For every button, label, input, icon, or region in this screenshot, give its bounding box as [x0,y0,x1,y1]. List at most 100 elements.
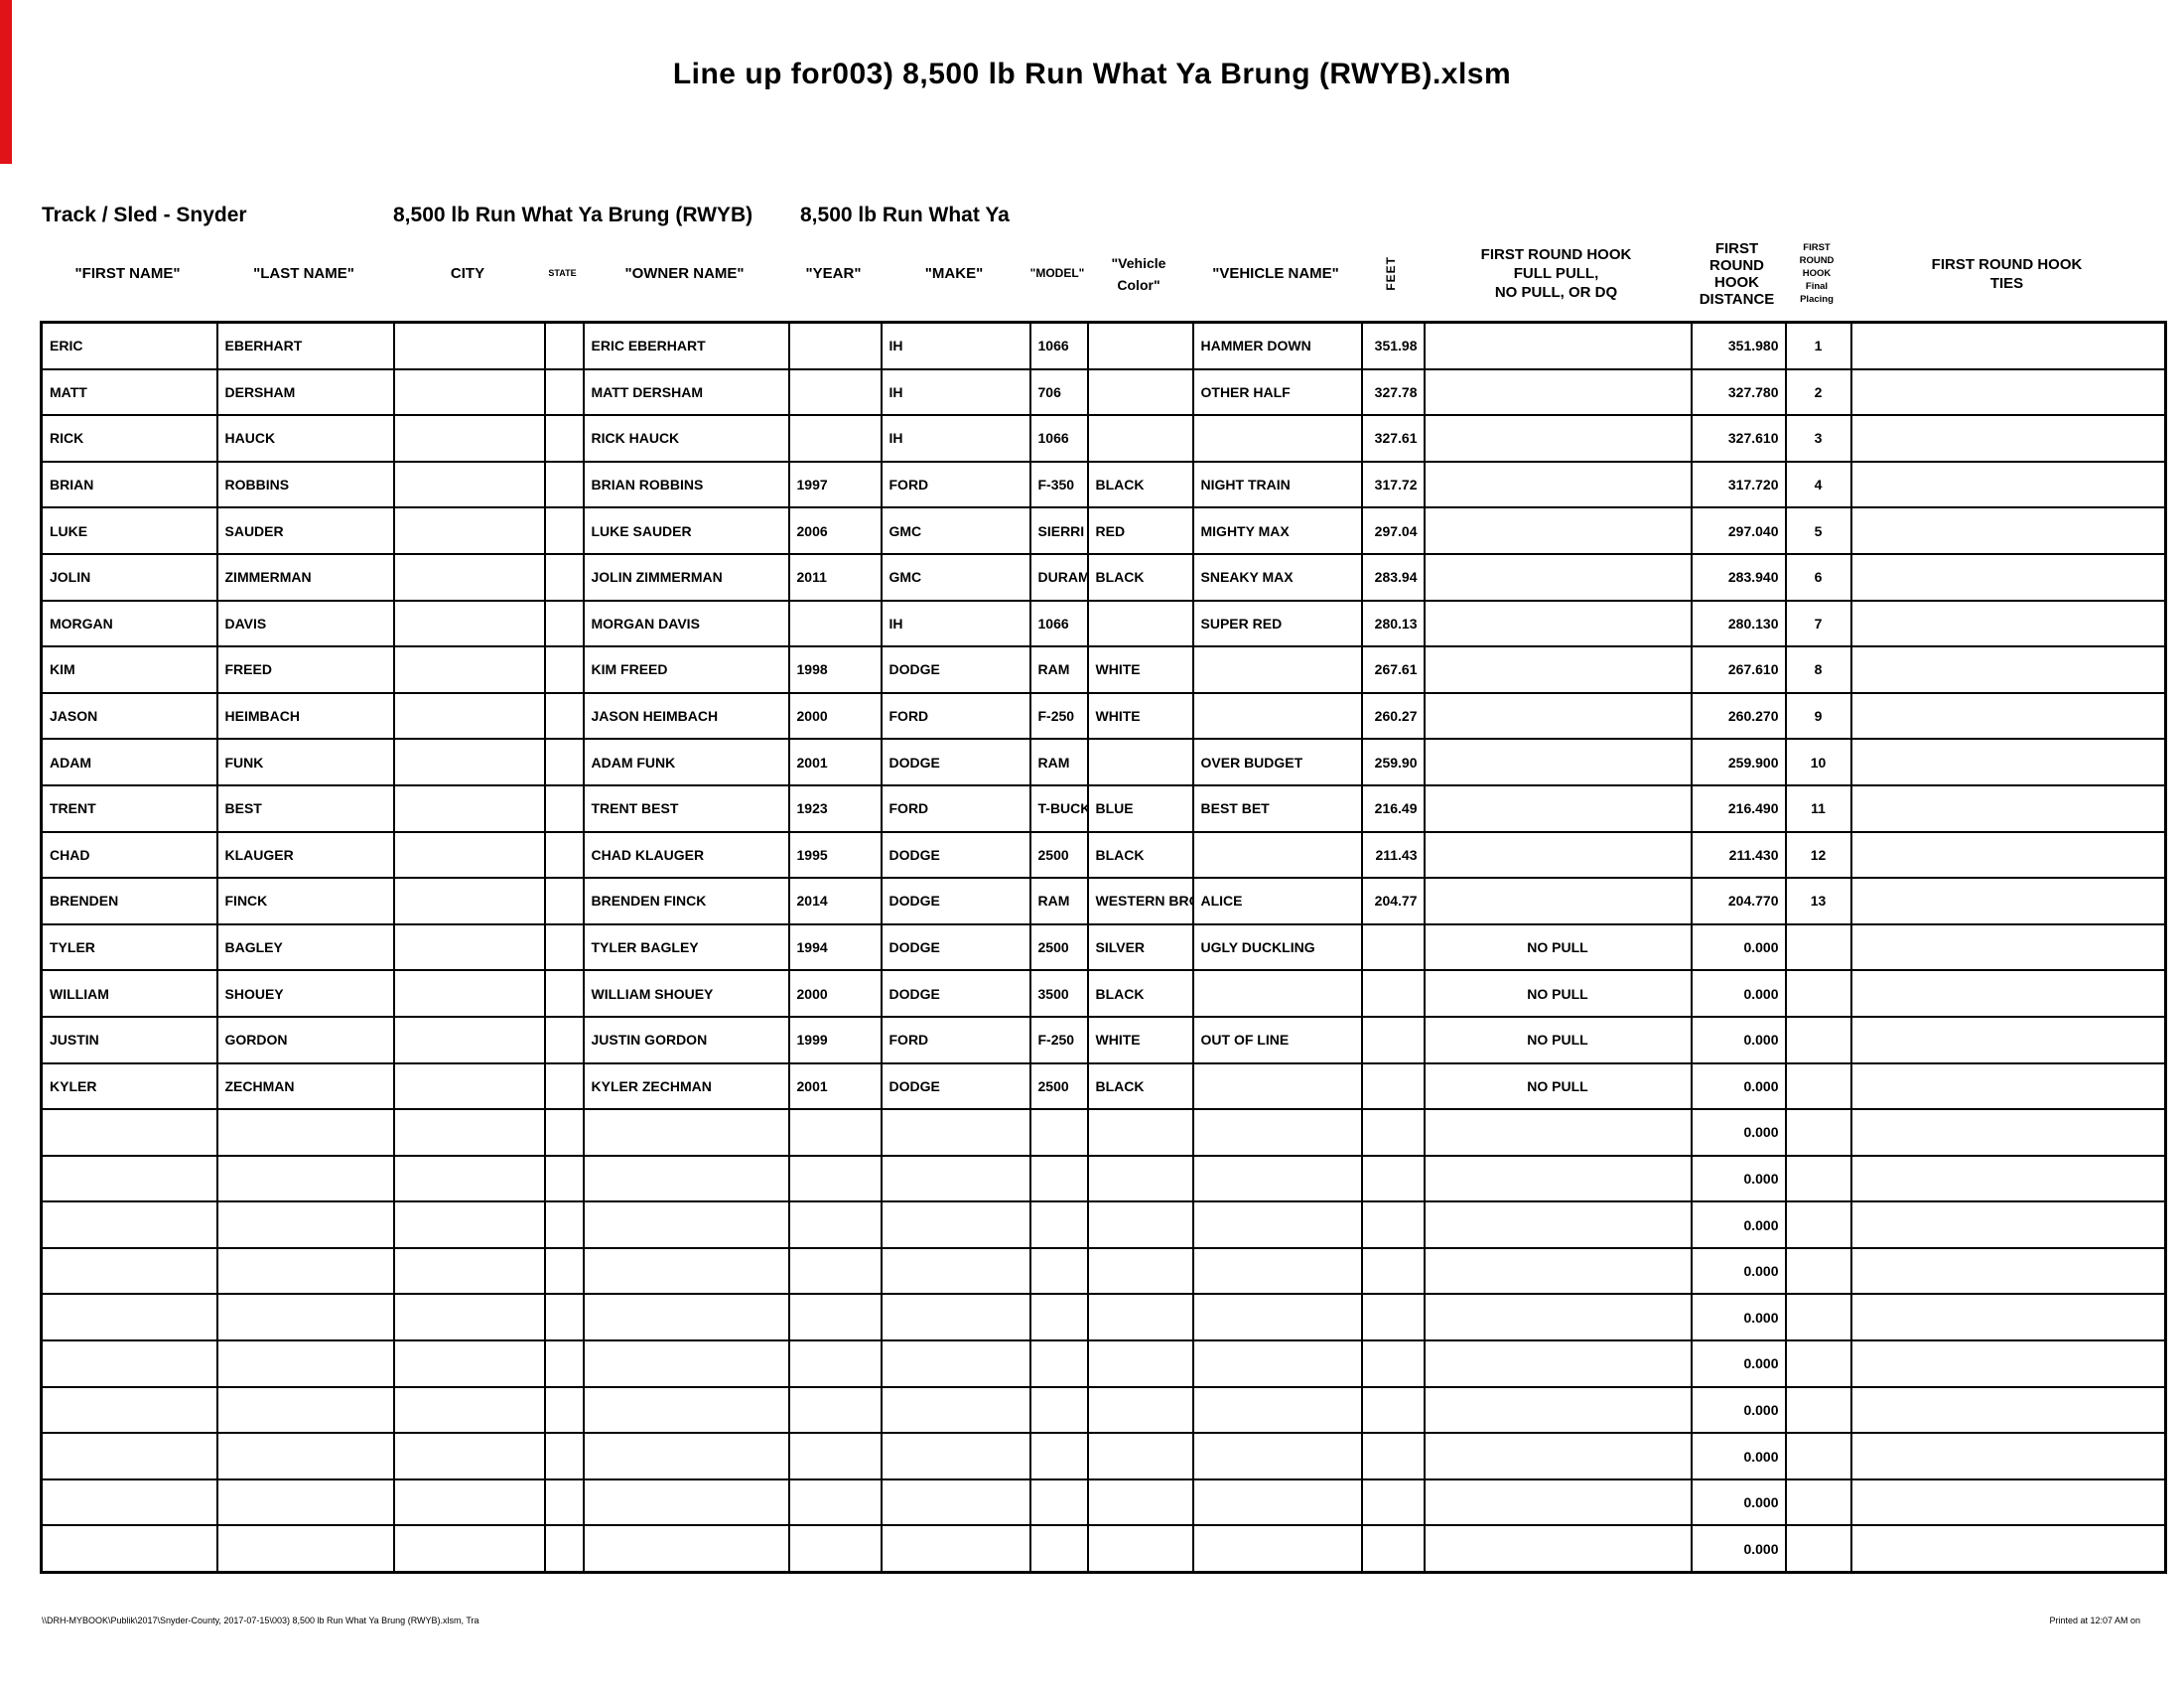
cell-owner [582,1432,790,1480]
cell-city [392,1432,546,1480]
cell-dist: 204.770 [1690,877,1787,925]
cell-model: RAM [1028,645,1089,694]
cell-color [1086,1339,1194,1388]
cell-state [543,1246,585,1296]
cell-name [1191,1200,1363,1249]
cell-pull [1423,691,1693,741]
cell-color: BLACK [1086,830,1194,880]
cell-owner: LUKE SAUDER [582,506,790,555]
cell-pull [1423,367,1693,417]
cell-city [392,1154,546,1203]
cell-year [787,367,883,417]
cell-make [880,1154,1031,1203]
cell-dist: 327.610 [1690,414,1787,463]
cell-place: 7 [1784,599,1852,648]
cell-make: IH [880,599,1031,648]
cell-city [392,830,546,880]
cell-owner [582,1200,790,1249]
cell-city [392,738,546,786]
column-header-year: "YEAR" [787,226,880,321]
cell-ties [1849,460,2167,509]
cell-model [1028,1432,1089,1480]
cell-color [1086,599,1194,648]
cell-year: 1994 [787,922,883,972]
cell-make: IH [880,321,1031,370]
cell-pull [1423,1339,1693,1388]
cell-state [543,830,585,880]
cell-color: WHITE [1086,691,1194,741]
cell-dist: 0.000 [1690,1061,1787,1111]
cell-dist: 267.610 [1690,645,1787,694]
cell-name [1191,1339,1363,1388]
cell-dist: 0.000 [1690,1385,1787,1435]
cell-place [1784,1246,1852,1296]
cell-make [880,1200,1031,1249]
table-row: 0.000 [40,1477,2167,1527]
cell-dist: 260.270 [1690,691,1787,741]
cell-city [392,1200,546,1249]
cell-color: BLACK [1086,460,1194,509]
cell-model: F-250 [1028,1015,1089,1064]
cell-state [543,599,585,648]
cell-state [543,506,585,555]
table-row: TYLER BAGLEY TYLER BAGLEY 1994 DODGE 2500 SILV… [40,922,2167,972]
cell-state [543,1339,585,1388]
column-header-city-line: CITY [450,265,485,282]
cell-dist: 0.000 [1690,1339,1787,1388]
cell-model: 3500 [1028,969,1089,1018]
column-header-color-line: Color" [1117,276,1160,293]
lineup-table: ERIC EBERHART ERIC EBERHART IH 1066 HAMMER DO… [40,321,2167,1575]
cell-state [543,1432,585,1480]
cell-dist: 280.130 [1690,599,1787,648]
cell-owner [582,1477,790,1527]
cell-first: KIM [40,645,218,694]
column-header-make-line: "MAKE" [924,265,984,282]
cell-feet: 216.49 [1360,783,1426,833]
cell-color [1086,1385,1194,1435]
cell-make: GMC [880,552,1031,602]
cell-state [543,414,585,463]
cell-owner: TRENT BEST [582,783,790,833]
cell-state [543,783,585,833]
cell-ties [1849,1385,2167,1435]
cell-first [40,1154,218,1203]
cell-color [1086,1246,1194,1296]
cell-year [787,1154,883,1203]
cell-color [1086,1108,1194,1157]
lineup-table-body: ERIC EBERHART ERIC EBERHART IH 1066 HAMMER DO… [40,321,2167,1574]
table-row: ERIC EBERHART ERIC EBERHART IH 1066 HAMMER DO… [40,321,2167,370]
cell-year [787,599,883,648]
cell-ties [1849,414,2167,463]
cell-feet [1360,1015,1426,1064]
cell-ties [1849,1293,2167,1342]
column-header-ties: FIRST ROUND HOOK TIES [1849,226,2164,321]
cell-make: GMC [880,506,1031,555]
cell-feet: 204.77 [1360,877,1426,925]
column-header-dist-line: ROUND [1709,256,1764,274]
cell-state [543,1015,585,1064]
cell-pull [1423,645,1693,694]
cell-feet: 327.61 [1360,414,1426,463]
cell-first: TRENT [40,783,218,833]
cell-dist: 327.780 [1690,367,1787,417]
cell-first [40,1293,218,1342]
cell-owner: JASON HEIMBACH [582,691,790,741]
cell-city [392,1339,546,1388]
cell-make: DODGE [880,645,1031,694]
cell-dist: 351.980 [1690,321,1787,370]
cell-name [1191,1246,1363,1296]
cell-last [215,1339,395,1388]
cell-last: SAUDER [215,506,395,555]
cell-ties [1849,1200,2167,1249]
cell-city [392,877,546,925]
cell-state [543,1154,585,1203]
cell-feet [1360,1246,1426,1296]
cell-city [392,1293,546,1342]
cell-pull [1423,738,1693,786]
cell-dist: 0.000 [1690,1432,1787,1480]
column-header-color: "Vehicle Color" [1086,226,1191,321]
cell-make: DODGE [880,877,1031,925]
cell-first [40,1524,218,1574]
cell-year [787,1293,883,1342]
